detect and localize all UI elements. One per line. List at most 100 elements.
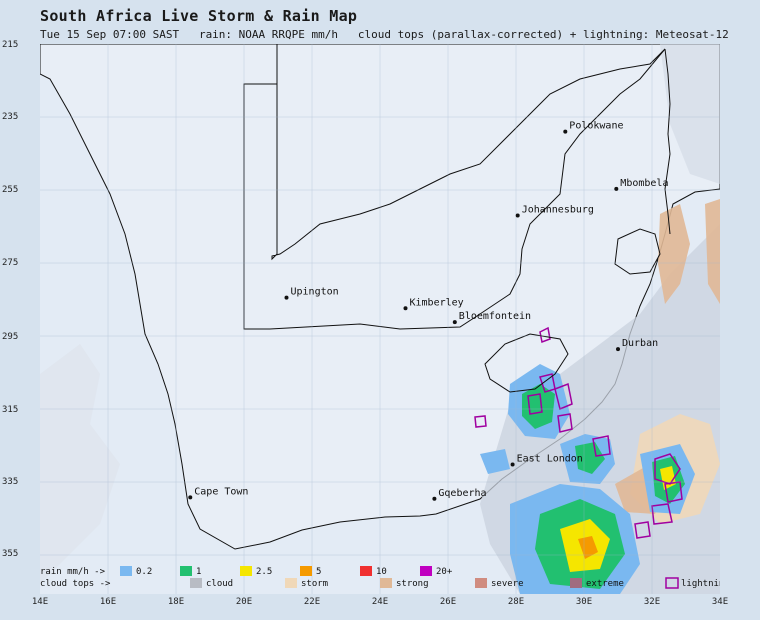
legend-rain-swatch <box>420 566 432 576</box>
legend-rain-item: 20+ <box>436 567 453 577</box>
city-mbombela: Mbombela <box>614 178 668 191</box>
city-label: Bloemfontein <box>459 311 531 322</box>
city-marker <box>510 462 515 467</box>
lon-label-16e: 16E <box>99 597 117 607</box>
lat-label-295: 295 <box>2 332 19 342</box>
strong-tops-sea <box>705 199 720 304</box>
legend-rain-swatch <box>360 566 372 576</box>
city-label: Cape Town <box>194 486 248 497</box>
rain-cell-3 <box>480 449 510 474</box>
city-label: Mbombela <box>620 178 668 189</box>
lightning-layer <box>474 326 683 539</box>
lat-label-235: 235 <box>2 112 19 122</box>
city-label: Upington <box>291 287 339 298</box>
map-canvas[interactable]: Polokwane Mbombela Johannesburg Upington Kim… <box>39 43 760 594</box>
lon-label-20e: 20E <box>235 597 253 607</box>
legend-cloud-item: extreme <box>586 579 624 589</box>
map-area[interactable]: Polokwane Mbombela Johannesburg Upington Kim… <box>39 43 760 594</box>
city-kimberley: Kimberley <box>403 297 464 311</box>
lightning-outline-1 <box>539 326 551 344</box>
legend-rain-item: 2.5 <box>256 567 272 577</box>
legend: rain mm/h -> cloud tops -> 0.2 1 2.5 5 10 20+ cl… <box>40 566 760 589</box>
legend-cloud-swatch <box>285 578 297 588</box>
lon-label-30e: 30E <box>575 597 593 607</box>
lat-label-215: 215 <box>2 40 19 50</box>
lon-label-18e: 18E <box>167 597 185 607</box>
city-marker <box>616 347 620 352</box>
lon-label-28e: 28E <box>507 597 525 607</box>
city-label: Durban <box>622 338 658 349</box>
lat-label-255: 255 <box>2 185 19 195</box>
legend-cloud-swatch <box>475 578 487 588</box>
legend-rain-swatch <box>240 566 252 576</box>
lon-label-14e: 14E <box>31 597 49 607</box>
lightning-outline-4 <box>527 393 543 415</box>
city-bloemfontein: Bloemfontein <box>452 311 531 325</box>
lon-label-22e: 22E <box>303 597 321 607</box>
lesotho-border <box>484 333 569 393</box>
legend-rain-label: rain mm/h -> <box>40 567 106 577</box>
city-label: Johannesburg <box>522 205 594 216</box>
lightning-outline-5 <box>557 413 573 433</box>
rain-cell-4-heavy <box>578 536 598 559</box>
city-marker <box>284 295 289 300</box>
legend-rain-item: 0.2 <box>136 567 152 577</box>
city-polokwane: Polokwane <box>563 121 623 134</box>
legend-rain-swatch <box>180 566 192 576</box>
strong-tops-coast <box>658 204 690 304</box>
city-label: East London <box>517 453 583 464</box>
city-east-london: East London <box>510 453 583 467</box>
map-subtitle: Tue 15 Sep 07:00 SAST rain: NOAA RRQPE m… <box>40 28 729 41</box>
mozambique-border <box>664 48 671 235</box>
lon-label-32e: 32E <box>643 597 661 607</box>
namibia-border <box>243 44 666 330</box>
legend-cloud-item: severe <box>491 579 524 589</box>
city-marker <box>432 496 437 501</box>
lon-label-24e: 24E <box>371 597 389 607</box>
legend-cloud-swatch <box>190 578 202 588</box>
city-marker <box>563 129 568 134</box>
city-label: Gqeberha <box>438 488 486 499</box>
legend-cloud-swatch <box>570 578 582 588</box>
city-marker <box>515 213 520 218</box>
cloud-field-west <box>40 344 120 584</box>
legend-cloud-item: strong <box>396 579 429 589</box>
legend-rain-swatch <box>120 566 132 576</box>
legend-rain-item: 5 <box>316 567 321 577</box>
city-cape-town: Cape Town <box>188 486 248 500</box>
city-durban: Durban <box>616 338 658 352</box>
legend-cloud-label: cloud tops -> <box>40 579 111 589</box>
rain-cell-2-core <box>575 442 605 474</box>
rain-cell-5-core <box>660 466 676 490</box>
lightning-outline-11 <box>634 521 651 539</box>
city-label: Polokwane <box>569 121 623 132</box>
map-title: South Africa Live Storm & Rain Map <box>40 7 358 25</box>
lightning-outline-3 <box>554 382 573 411</box>
city-gqeberha: Gqeberha <box>432 488 487 501</box>
lightning-outline-8 <box>654 453 681 485</box>
city-label: Kimberley <box>410 297 464 308</box>
legend-cloud-swatch <box>380 578 392 588</box>
lat-label-335: 335 <box>2 477 19 487</box>
city-marker <box>188 495 193 500</box>
lightning-outline-7 <box>592 435 611 457</box>
legend-rain-item: 10 <box>376 567 387 577</box>
legend-lightning-label: lightning (5 min <box>681 579 720 589</box>
lat-label-355: 355 <box>2 549 19 559</box>
city-upington: Upington <box>284 287 339 300</box>
lightning-outline-9 <box>664 481 683 503</box>
legend-rain-item: 1 <box>196 567 201 577</box>
cities-layer: Polokwane Mbombela Johannesburg Upington Kim… <box>188 121 668 501</box>
rain-layer <box>480 364 695 594</box>
legend-cloud-item: cloud <box>206 579 233 589</box>
lat-label-275: 275 <box>2 258 19 268</box>
city-marker <box>403 306 408 311</box>
lightning-outline-6 <box>474 415 487 428</box>
lon-label-26e: 26E <box>439 597 457 607</box>
city-marker <box>614 186 619 191</box>
legend-rain-swatch <box>300 566 312 576</box>
city-marker <box>452 320 457 325</box>
lightning-outline-10 <box>651 503 673 525</box>
legend-lightning-icon <box>665 577 679 589</box>
legend-cloud-item: storm <box>301 579 328 589</box>
